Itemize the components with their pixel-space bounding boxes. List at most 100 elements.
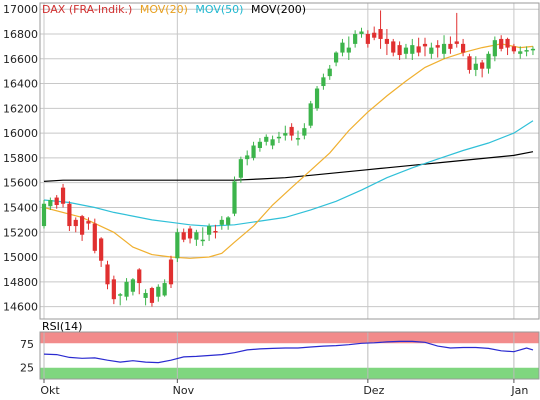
- candle-body-up: [143, 292, 148, 298]
- candle-body-down: [92, 223, 97, 251]
- rsi-line: [43, 340, 534, 364]
- candle-body-up: [194, 232, 199, 240]
- candle-body-down: [448, 43, 453, 49]
- candle-body-down: [289, 126, 294, 136]
- candle-body-up: [232, 181, 237, 214]
- price-panel-frame: [39, 2, 540, 320]
- candle-body-up: [276, 136, 282, 139]
- rsi-tick-label: 75: [20, 338, 34, 351]
- candle-body-up: [492, 40, 497, 57]
- candle-body-down: [73, 219, 78, 227]
- candle-body-up: [48, 200, 53, 207]
- candle-body-up: [238, 159, 243, 178]
- candle-body-up: [130, 279, 135, 292]
- candle-body-down: [505, 38, 510, 48]
- rsi-y-axis: 25 75: [20, 338, 34, 375]
- candle-body-down: [181, 232, 186, 240]
- price-tick-label: 16200: [3, 102, 38, 115]
- price-tick-label: 15400: [3, 201, 38, 214]
- candle-body-down: [86, 221, 91, 224]
- rsi-overbought-zone: [40, 332, 539, 344]
- rsi-oversold-zone: [40, 367, 539, 379]
- candle-body-up: [308, 103, 313, 126]
- candle-body-up: [524, 50, 529, 52]
- candle-body-up: [314, 88, 320, 109]
- candle-body-down: [111, 279, 116, 300]
- price-tick-label: 16000: [3, 127, 38, 140]
- candle-body-down: [416, 46, 421, 53]
- candle-body-up: [219, 219, 224, 225]
- candle-body-down: [384, 38, 389, 44]
- candle-body-down: [365, 33, 370, 44]
- x-tick-label: Nov: [173, 384, 195, 397]
- legend: DAX (FRA-Indik.) MOV(20) MOV(50) MOV(200…: [42, 3, 306, 16]
- price-grid: [40, 3, 539, 319]
- candle-body-up: [429, 47, 434, 54]
- candle-body-down: [499, 38, 504, 49]
- ma200-series: [43, 151, 534, 182]
- candlestick-series: [41, 10, 536, 307]
- candle-body-down: [467, 56, 472, 70]
- candle-body-up: [226, 217, 231, 225]
- candle-body-up: [175, 232, 180, 259]
- candle-body-up: [302, 128, 307, 136]
- candle-body-down: [187, 228, 193, 239]
- candle-body-up: [41, 203, 47, 227]
- x-tick-label: Jan: [510, 384, 528, 397]
- rsi-grid: [40, 332, 539, 379]
- candle-body-down: [378, 29, 383, 39]
- candle-body-down: [422, 43, 428, 47]
- price-tick-label: 14800: [3, 276, 38, 289]
- price-tick-label: 16800: [3, 28, 38, 41]
- candle-body-up: [530, 48, 536, 51]
- rsi-panel: 25 75 RSI(14): [20, 320, 540, 380]
- candle-body-up: [295, 138, 301, 140]
- candle-body-down: [511, 46, 516, 52]
- candle-body-up: [353, 33, 358, 44]
- candle-body-up: [251, 145, 256, 158]
- candle-body-up: [200, 239, 205, 242]
- candle-body-down: [372, 32, 377, 38]
- candle-body-up: [124, 281, 129, 297]
- candle-body-down: [99, 238, 104, 261]
- candle-body-up: [441, 43, 447, 54]
- ma50-line: [43, 120, 534, 227]
- candle-body-up: [327, 68, 332, 77]
- ma200-line: [43, 151, 534, 182]
- candle-body-up: [207, 226, 212, 235]
- price-tick-label: 15600: [3, 177, 38, 190]
- legend-instrument: DAX (FRA-Indik.): [42, 3, 132, 16]
- rsi-label: RSI(14): [42, 320, 82, 333]
- legend-ma50: MOV(50): [195, 3, 243, 16]
- candle-body-up: [346, 47, 351, 53]
- candle-body-down: [480, 62, 485, 69]
- candle-body-down: [137, 269, 142, 284]
- ma20-line: [43, 43, 534, 259]
- candle-body-up: [283, 133, 288, 136]
- ma20-series: [43, 43, 534, 259]
- candle-body-up: [359, 31, 364, 34]
- candle-body-up: [340, 42, 345, 53]
- candle-body-down: [60, 187, 66, 204]
- rsi-tick-label: 25: [20, 361, 34, 374]
- price-y-axis: 14600 14800 15000 15200 15400 15600 15800 16000…: [3, 3, 38, 313]
- candle-body-up: [403, 47, 409, 54]
- candle-body-down: [54, 197, 59, 205]
- price-tick-label: 15200: [3, 226, 38, 239]
- x-axis: Okt Nov Dez Jan: [40, 379, 528, 397]
- candle-body-up: [270, 139, 275, 146]
- price-panel: 14600 14800 15000 15200 15400 15600 15800 16000…: [3, 2, 540, 320]
- ma50-series: [43, 120, 534, 227]
- legend-ma20: MOV(20): [140, 3, 188, 16]
- candle-body-up: [486, 53, 491, 69]
- candle-body-down: [80, 216, 85, 235]
- candle-body-down: [168, 259, 174, 285]
- candle-body-up: [257, 141, 262, 148]
- candle-body-up: [518, 51, 523, 54]
- price-tick-label: 16600: [3, 53, 38, 66]
- candle-body-down: [397, 45, 402, 56]
- candle-body-up: [321, 77, 326, 87]
- candle-body-up: [334, 52, 339, 63]
- candle-body-down: [454, 41, 459, 44]
